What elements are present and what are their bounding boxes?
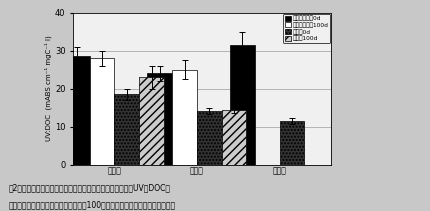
Bar: [139, 77, 164, 165]
Text: 霸ヶ浦，琺璐湖内では生分解性試験で100日後に残った成分についても示す。: 霸ヶ浦，琺璐湖内では生分解性試験で100日後に残った成分についても示す。: [9, 200, 176, 210]
Bar: [230, 45, 255, 165]
Bar: [114, 94, 139, 165]
Bar: [197, 111, 222, 165]
Bar: [65, 56, 89, 165]
Bar: [89, 58, 114, 165]
Y-axis label: UV:DOC  (mABS cm⁻¹ mgC⁻¹ l): UV:DOC (mABS cm⁻¹ mgC⁻¹ l): [45, 36, 52, 142]
Bar: [222, 110, 246, 165]
Legend: 流入河川水：0d, 流入河川水：100d, 湖水：0d, 湖水：100d: 流入河川水：0d, 流入河川水：100d, 湖水：0d, 湖水：100d: [283, 14, 330, 43]
Bar: [147, 73, 172, 165]
Bar: [280, 121, 304, 165]
Text: 図2　霸ヶ浦，琺璐湖，野尻湖における流入河川と湖内でのUV：DOC比: 図2 霸ヶ浦，琺璐湖，野尻湖における流入河川と湖内でのUV：DOC比: [9, 184, 171, 193]
Bar: [172, 70, 197, 165]
